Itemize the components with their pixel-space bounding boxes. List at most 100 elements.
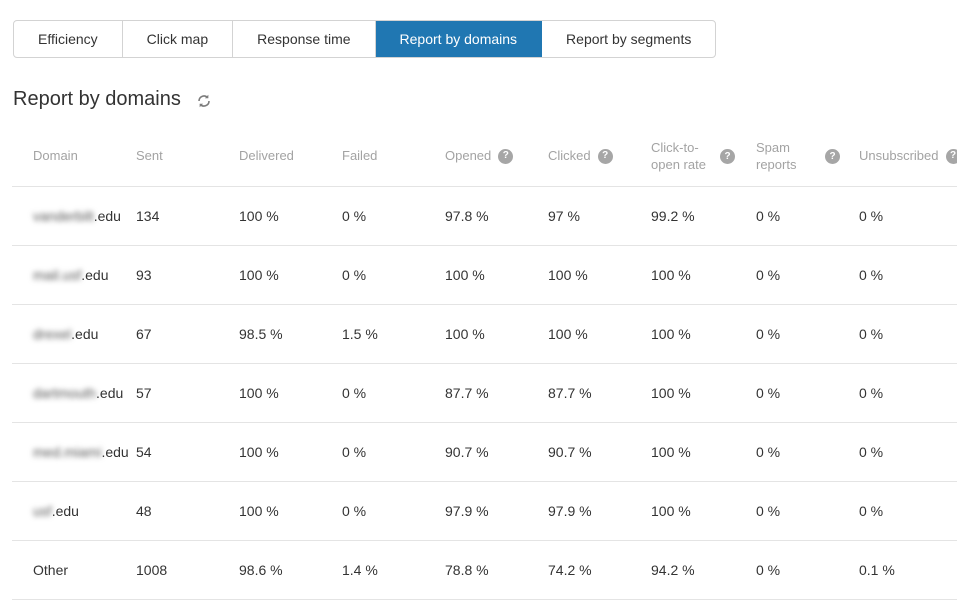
cell-unsubscribed: 0 % xyxy=(859,444,884,460)
column-label: Unsubscribed xyxy=(859,148,939,164)
cell-domain: med.miami.edu xyxy=(33,444,136,460)
column-header-failed: Failed xyxy=(342,148,445,165)
cell-spam_reports: 0 % xyxy=(756,208,781,224)
refresh-button[interactable] xyxy=(196,93,212,109)
column-label: Sent xyxy=(136,148,163,164)
domain-visible-text: .edu xyxy=(96,385,124,401)
cell-failed: 0 % xyxy=(342,444,367,460)
tab-click-map[interactable]: Click map xyxy=(123,21,234,57)
cell-click_to_open_rate: 100 % xyxy=(651,385,691,401)
cell-domain: drexel.edu xyxy=(33,326,136,342)
cell-failed: 0 % xyxy=(342,385,367,401)
column-header-spam-reports: Spam reports ? xyxy=(756,140,859,174)
cell-clicked: 97.9 % xyxy=(548,503,592,519)
cell-clicked: 100 % xyxy=(548,267,588,283)
table-row: Other 1008 98.6 % 1.4 % 78.8 % 74.2 % 94.2 % 0… xyxy=(12,541,957,600)
cell-unsubscribed: 0 % xyxy=(859,385,884,401)
cell-domain: dartmouth.edu xyxy=(33,385,136,401)
cell-click_to_open_rate: 99.2 % xyxy=(651,208,695,224)
cell-domain: mail.usf.edu xyxy=(33,267,136,283)
cell-sent: 134 xyxy=(136,208,160,224)
column-header-opened: Opened ? xyxy=(445,148,548,165)
column-header-click-to-open-rate: Click-to-open rate ? xyxy=(651,140,756,174)
tab-response-time[interactable]: Response time xyxy=(233,21,376,57)
column-label: Opened xyxy=(445,148,492,164)
tab-efficiency[interactable]: Efficiency xyxy=(14,21,123,57)
column-header-unsubscribed: Unsubscribed ? xyxy=(859,148,957,165)
domain-blurred-text: drexel xyxy=(33,326,72,342)
cell-click_to_open_rate: 100 % xyxy=(651,444,691,460)
cell-delivered: 98.5 % xyxy=(239,326,283,342)
column-header-domain: Domain xyxy=(33,148,136,165)
cell-domain: vanderbilt.edu xyxy=(33,208,136,224)
help-icon[interactable]: ? xyxy=(498,148,514,164)
table-row: vanderbilt.edu 134 100 % 0 % 97.8 % 97 % 99.2… xyxy=(12,187,957,246)
domain-blurred-text: med.miami xyxy=(33,444,102,460)
cell-clicked: 74.2 % xyxy=(548,562,592,578)
cell-clicked: 97 % xyxy=(548,208,580,224)
table-header-row: Domain Sent Delivered Failed Opened ? Cl… xyxy=(12,127,957,187)
table-row: drexel.edu 67 98.5 % 1.5 % 100 % 100 % 100 % 0… xyxy=(12,305,957,364)
cell-sent: 48 xyxy=(136,503,152,519)
cell-click_to_open_rate: 100 % xyxy=(651,267,691,283)
cell-spam_reports: 0 % xyxy=(756,326,781,342)
domain-visible-text: .edu xyxy=(101,444,129,460)
cell-sent: 1008 xyxy=(136,562,168,578)
cell-click_to_open_rate: 100 % xyxy=(651,326,691,342)
cell-delivered: 100 % xyxy=(239,503,279,519)
domain-blurred-text: usf xyxy=(33,503,52,519)
tab-report-by-segments[interactable]: Report by segments xyxy=(566,31,692,47)
table-body: vanderbilt.edu 134 100 % 0 % 97.8 % 97 % 99.2… xyxy=(12,187,957,600)
tab-report-by-domains[interactable]: Report by domains xyxy=(375,21,543,57)
cell-unsubscribed: 0 % xyxy=(859,503,884,519)
column-label: Delivered xyxy=(239,148,294,164)
column-header-delivered: Delivered xyxy=(239,148,342,165)
cell-sent: 93 xyxy=(136,267,152,283)
domain-visible-text: Other xyxy=(33,562,69,578)
help-icon[interactable]: ? xyxy=(597,148,613,164)
table-row: usf.edu 48 100 % 0 % 97.9 % 97.9 % 100 % 0 % 0 … xyxy=(12,482,957,541)
cell-clicked: 87.7 % xyxy=(548,385,592,401)
column-label: Clicked xyxy=(548,148,591,164)
cell-click_to_open_rate: 100 % xyxy=(651,503,691,519)
help-icon[interactable]: ? xyxy=(720,149,735,164)
cell-sent: 57 xyxy=(136,385,152,401)
refresh-icon xyxy=(196,93,212,109)
cell-failed: 1.4 % xyxy=(342,562,378,578)
cell-delivered: 100 % xyxy=(239,267,279,283)
cell-opened: 90.7 % xyxy=(445,444,489,460)
cell-unsubscribed: 0 % xyxy=(859,267,884,283)
cell-spam_reports: 0 % xyxy=(756,503,781,519)
cell-failed: 0 % xyxy=(342,267,367,283)
help-icon[interactable]: ? xyxy=(945,148,957,164)
cell-clicked: 100 % xyxy=(548,326,588,342)
domain-blurred-text: dartmouth xyxy=(33,385,97,401)
cell-click_to_open_rate: 94.2 % xyxy=(651,562,695,578)
cell-opened: 97.8 % xyxy=(445,208,489,224)
domain-visible-text: .edu xyxy=(93,208,121,224)
cell-domain: Other xyxy=(33,562,136,578)
cell-domain: usf.edu xyxy=(33,503,136,519)
tab-bar: Efficiency Click map Response time Report b… xyxy=(13,20,717,58)
cell-unsubscribed: 0.1 % xyxy=(859,562,895,578)
help-icon[interactable]: ? xyxy=(825,149,840,164)
column-header-clicked: Clicked ? xyxy=(548,148,651,165)
column-header-sent: Sent xyxy=(136,148,239,165)
report-by-domains-table: Domain Sent Delivered Failed Opened ? Cl… xyxy=(12,127,957,600)
cell-spam_reports: 0 % xyxy=(756,444,781,460)
domain-blurred-text: mail.usf xyxy=(33,267,82,283)
cell-opened: 100 % xyxy=(445,326,485,342)
table-row: mail.usf.edu 93 100 % 0 % 100 % 100 % 100 % 0 … xyxy=(12,246,957,305)
cell-failed: 0 % xyxy=(342,503,367,519)
title-row: Report by domains xyxy=(13,88,957,111)
cell-opened: 87.7 % xyxy=(445,385,489,401)
domain-visible-text: .edu xyxy=(81,267,109,283)
cell-sent: 67 xyxy=(136,326,152,342)
cell-opened: 97.9 % xyxy=(445,503,489,519)
cell-unsubscribed: 0 % xyxy=(859,326,884,342)
cell-failed: 1.5 % xyxy=(342,326,378,342)
cell-clicked: 90.7 % xyxy=(548,444,592,460)
column-label: Spam reports xyxy=(756,139,797,172)
page-title: Report by domains xyxy=(13,88,181,110)
cell-delivered: 100 % xyxy=(239,208,279,224)
